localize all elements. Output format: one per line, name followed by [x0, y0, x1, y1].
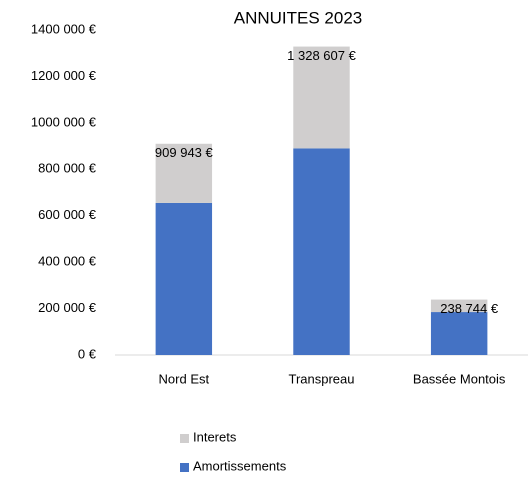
x-tick-label: Transpreau: [289, 371, 355, 386]
legend-label: Amortissements: [193, 458, 287, 473]
bar-segment: [293, 46, 350, 149]
y-tick-label: 600 000 €: [38, 207, 97, 222]
y-tick-label: 200 000 €: [38, 300, 97, 315]
y-tick-label: 1400 000 €: [31, 21, 97, 36]
bar-segment: [430, 312, 488, 355]
y-tick-label: 400 000 €: [38, 254, 97, 269]
legend-label: Interets: [193, 429, 237, 444]
legend-swatch: [180, 463, 189, 472]
bar-segment: [293, 148, 350, 355]
x-tick-label: Bassée Montois: [413, 371, 506, 386]
bar-segment: [155, 143, 213, 203]
y-tick-label: 1000 000 €: [31, 114, 97, 129]
data-label: 1 328 607 €: [287, 48, 356, 63]
x-tick-label: Nord Est: [159, 371, 210, 386]
chart-title: ANNUITES 2023: [234, 8, 363, 27]
legend-swatch: [180, 434, 189, 443]
bar-segment: [430, 299, 488, 313]
y-tick-label: 1200 000 €: [31, 68, 97, 83]
y-tick-label: 0 €: [78, 346, 97, 361]
data-label: 909 943 €: [155, 145, 214, 160]
bar-segment: [155, 202, 213, 355]
data-label: 238 744 €: [440, 301, 499, 316]
y-tick-label: 800 000 €: [38, 161, 97, 176]
